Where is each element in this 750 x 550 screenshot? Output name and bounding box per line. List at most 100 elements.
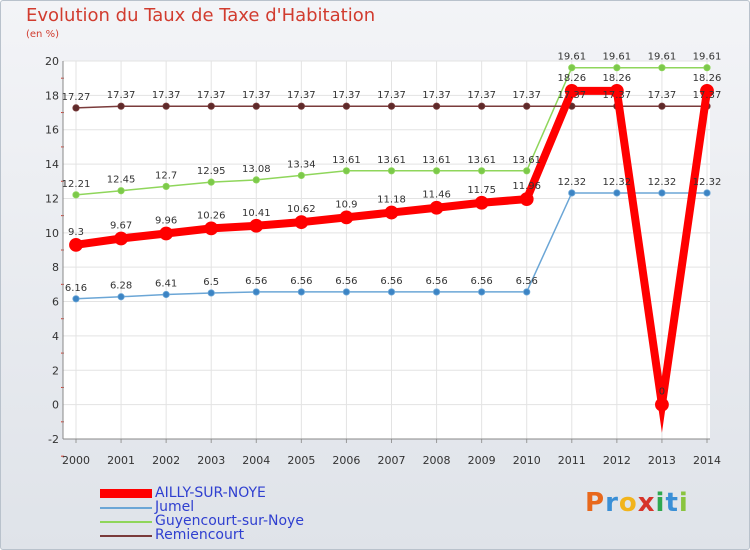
y-tick-label: 12 (45, 192, 59, 205)
point-jumel (72, 295, 80, 303)
x-tick-label: 2014 (693, 454, 721, 467)
point-ailly-sur-noye (609, 83, 624, 98)
point-guyencourt-sur-noye (432, 167, 441, 175)
x-tick-label: 2002 (152, 454, 180, 467)
point-remiencourt (478, 102, 486, 110)
data-label-ailly-sur-noye: 10.9 (335, 199, 357, 210)
point-remiencourt (523, 102, 531, 110)
point-guyencourt-sur-noye (523, 167, 531, 175)
point-jumel (613, 189, 621, 197)
logo-letter: i (655, 488, 666, 518)
data-label-guyencourt-sur-noye: 12.45 (107, 175, 136, 186)
axes: -2 0 2 4 6 8 10 12 14 16 18 20 2000 2001 2002 2003 2004 2… (45, 55, 721, 467)
logo-letter: P (585, 488, 606, 518)
point-ailly-sur-noye (69, 237, 83, 252)
point-ailly-sur-noye (384, 205, 399, 220)
data-label-remiencourt: 17.37 (512, 90, 541, 101)
point-jumel (568, 189, 576, 197)
data-label-guyencourt-sur-noye: 12.7 (155, 170, 177, 181)
data-label-guyencourt-sur-noye: 13.34 (287, 159, 316, 170)
y-tick-label: 6 (52, 296, 59, 309)
y-unit-label: (en %) (26, 29, 59, 40)
point-guyencourt-sur-noye (297, 171, 305, 180)
logo-letter: x (637, 488, 656, 518)
legend-item-guyencourt-sur-noye: Guyencourt-sur-Noye (100, 513, 304, 529)
data-label-remiencourt: 17.37 (287, 90, 316, 101)
x-tick-label: 2004 (242, 454, 270, 467)
point-ailly-sur-noye (474, 195, 489, 210)
data-label-jumel: 12.32 (693, 177, 722, 188)
point-jumel (387, 288, 396, 296)
point-guyencourt-sur-noye (252, 176, 260, 184)
data-label-ailly-sur-noye: 11.96 (512, 181, 541, 192)
data-label-jumel: 6.56 (245, 276, 267, 287)
logo-letter: o (618, 488, 638, 518)
point-ailly-sur-noye (429, 200, 444, 215)
data-label-guyencourt-sur-noye: 19.61 (603, 52, 632, 63)
data-label-ailly-sur-noye: 18.26 (693, 73, 722, 84)
data-label-jumel: 6.28 (110, 281, 132, 292)
data-label-guyencourt-sur-noye: 12.95 (197, 166, 226, 177)
data-label-remiencourt: 17.37 (107, 90, 136, 101)
line-chart: -2 0 2 4 6 8 10 12 14 16 18 20 2000 2001 2002 2003 2004 2… (45, 52, 722, 467)
legend-swatch (100, 506, 152, 509)
x-tick-label: 2009 (468, 454, 496, 467)
data-label-jumel: 6.56 (380, 276, 402, 287)
data-label-remiencourt: 17.37 (197, 90, 226, 101)
point-guyencourt-sur-noye (478, 167, 486, 175)
data-label-remiencourt: 17.37 (603, 90, 632, 101)
data-label-jumel: 6.56 (471, 276, 493, 287)
data-label-remiencourt: 17.27 (62, 92, 91, 103)
data-label-guyencourt-sur-noye: 13.61 (332, 155, 361, 166)
legend-label: AILLY-SUR-NOYE (155, 485, 266, 501)
point-jumel (252, 288, 260, 296)
point-ailly-sur-noye (519, 192, 534, 207)
legend-item-jumel: Jumel (100, 500, 304, 515)
point-ailly-sur-noye (159, 226, 174, 241)
data-label-ailly-sur-noye: 0 (659, 387, 665, 398)
data-label-guyencourt-sur-noye: 19.61 (557, 52, 586, 63)
data-label-guyencourt-sur-noye: 13.61 (467, 155, 496, 166)
x-tick-label: 2011 (558, 454, 586, 467)
x-tick-label: 2013 (648, 454, 676, 467)
data-label-remiencourt: 17.37 (332, 90, 361, 101)
logo-letter: t (665, 488, 679, 518)
data-label-ailly-sur-noye: 9.67 (110, 220, 132, 231)
point-remiencourt (658, 102, 666, 110)
data-label-guyencourt-sur-noye: 13.08 (242, 164, 271, 175)
point-guyencourt-sur-noye (703, 64, 711, 72)
point-ailly-sur-noye (655, 397, 669, 412)
data-label-guyencourt-sur-noye: 12.21 (62, 179, 91, 190)
data-label-guyencourt-sur-noye: 13.61 (512, 155, 541, 166)
point-jumel (162, 290, 170, 299)
data-label-guyencourt-sur-noye: 19.61 (648, 52, 677, 63)
x-tick-label: 2005 (287, 454, 315, 467)
data-label-remiencourt: 17.37 (422, 90, 451, 101)
x-tick-label: 2007 (378, 454, 406, 467)
point-jumel (478, 288, 486, 296)
x-tick-label: 2008 (423, 454, 451, 467)
data-label-remiencourt: 17.37 (242, 90, 271, 101)
point-jumel (658, 189, 666, 197)
data-label-remiencourt: 17.37 (648, 90, 677, 101)
legend-label: Guyencourt-sur-Noye (155, 513, 304, 529)
data-label-remiencourt: 17.37 (557, 90, 586, 101)
y-tick-label: 4 (52, 330, 59, 343)
point-remiencourt (342, 102, 351, 110)
point-guyencourt-sur-noye (207, 178, 215, 186)
point-guyencourt-sur-noye (568, 64, 576, 72)
data-label-jumel: 12.32 (648, 177, 677, 188)
data-label-jumel: 12.32 (603, 177, 632, 188)
y-tick-label: 16 (45, 124, 59, 137)
point-jumel (117, 293, 125, 301)
data-label-remiencourt: 17.37 (377, 90, 406, 101)
series-lines (69, 64, 714, 433)
point-remiencourt (252, 102, 260, 110)
x-tick-label: 2010 (513, 454, 541, 467)
data-label-ailly-sur-noye: 11.18 (377, 195, 406, 206)
point-ailly-sur-noye (339, 210, 354, 225)
data-label-remiencourt: 17.37 (693, 90, 722, 101)
point-remiencourt (387, 102, 396, 110)
data-label-ailly-sur-noye: 18.26 (557, 73, 586, 84)
point-guyencourt-sur-noye (162, 182, 170, 191)
